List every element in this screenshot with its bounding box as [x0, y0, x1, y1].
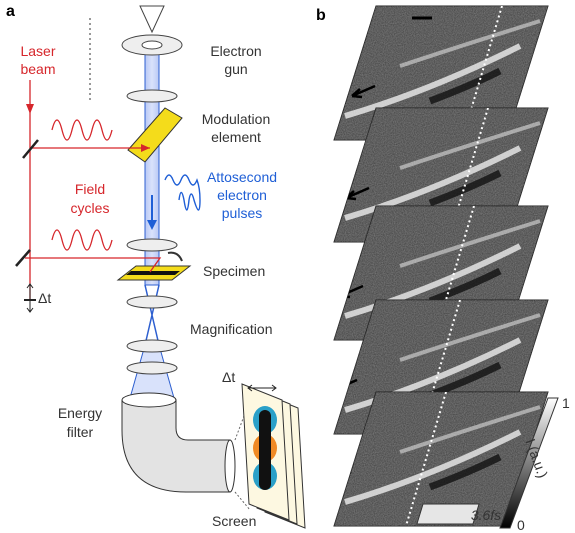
- filter-entrance: [122, 393, 176, 407]
- panel-a: a Laser beam Electron gun Modulation ele…: [6, 3, 305, 529]
- panel-letter: a: [6, 3, 15, 20]
- label: pulses: [222, 205, 262, 221]
- label: beam: [20, 61, 55, 77]
- pulse-train: [165, 175, 200, 210]
- lens: [127, 296, 177, 308]
- panel-letter: b: [316, 7, 326, 24]
- label: Modulation: [202, 111, 271, 127]
- label: filter: [67, 424, 94, 440]
- label: element: [211, 129, 261, 145]
- gun-tip: [140, 6, 164, 32]
- filter-exit: [225, 440, 235, 492]
- panel-b: b 0fs0.9fs1.8fs2.7fs3.6fs: [316, 6, 550, 526]
- label: electron: [217, 187, 267, 203]
- mirror: [168, 253, 182, 261]
- delay-arrow: [27, 284, 33, 312]
- laser-arrow: [26, 104, 34, 114]
- label: cycles: [71, 200, 110, 216]
- lens: [127, 362, 177, 374]
- energy-filter: [122, 400, 230, 492]
- label: Laser: [20, 43, 55, 59]
- label: Δt: [222, 369, 235, 385]
- label: Δt: [38, 290, 51, 306]
- specimen: [126, 271, 180, 275]
- time-box: [417, 504, 479, 524]
- label: Screen: [212, 513, 256, 529]
- label: Electron: [210, 43, 261, 59]
- label: Attosecond: [207, 169, 277, 185]
- lens: [127, 239, 177, 251]
- label: Magnification: [190, 321, 273, 337]
- colorbar-max: 1: [562, 395, 570, 411]
- lens: [127, 90, 177, 102]
- time-label: 3.6fs: [471, 507, 501, 523]
- screen-image: [259, 410, 271, 490]
- label: Energy: [58, 405, 102, 421]
- label: Specimen: [203, 263, 265, 279]
- figure: a Laser beam Electron gun Modulation ele…: [0, 0, 575, 533]
- colorbar-min: 0: [517, 517, 525, 533]
- lens: [127, 340, 177, 352]
- label: Field: [75, 181, 105, 197]
- gun-hole: [142, 41, 162, 49]
- beam-crossover: [145, 285, 159, 345]
- label: gun: [224, 61, 247, 77]
